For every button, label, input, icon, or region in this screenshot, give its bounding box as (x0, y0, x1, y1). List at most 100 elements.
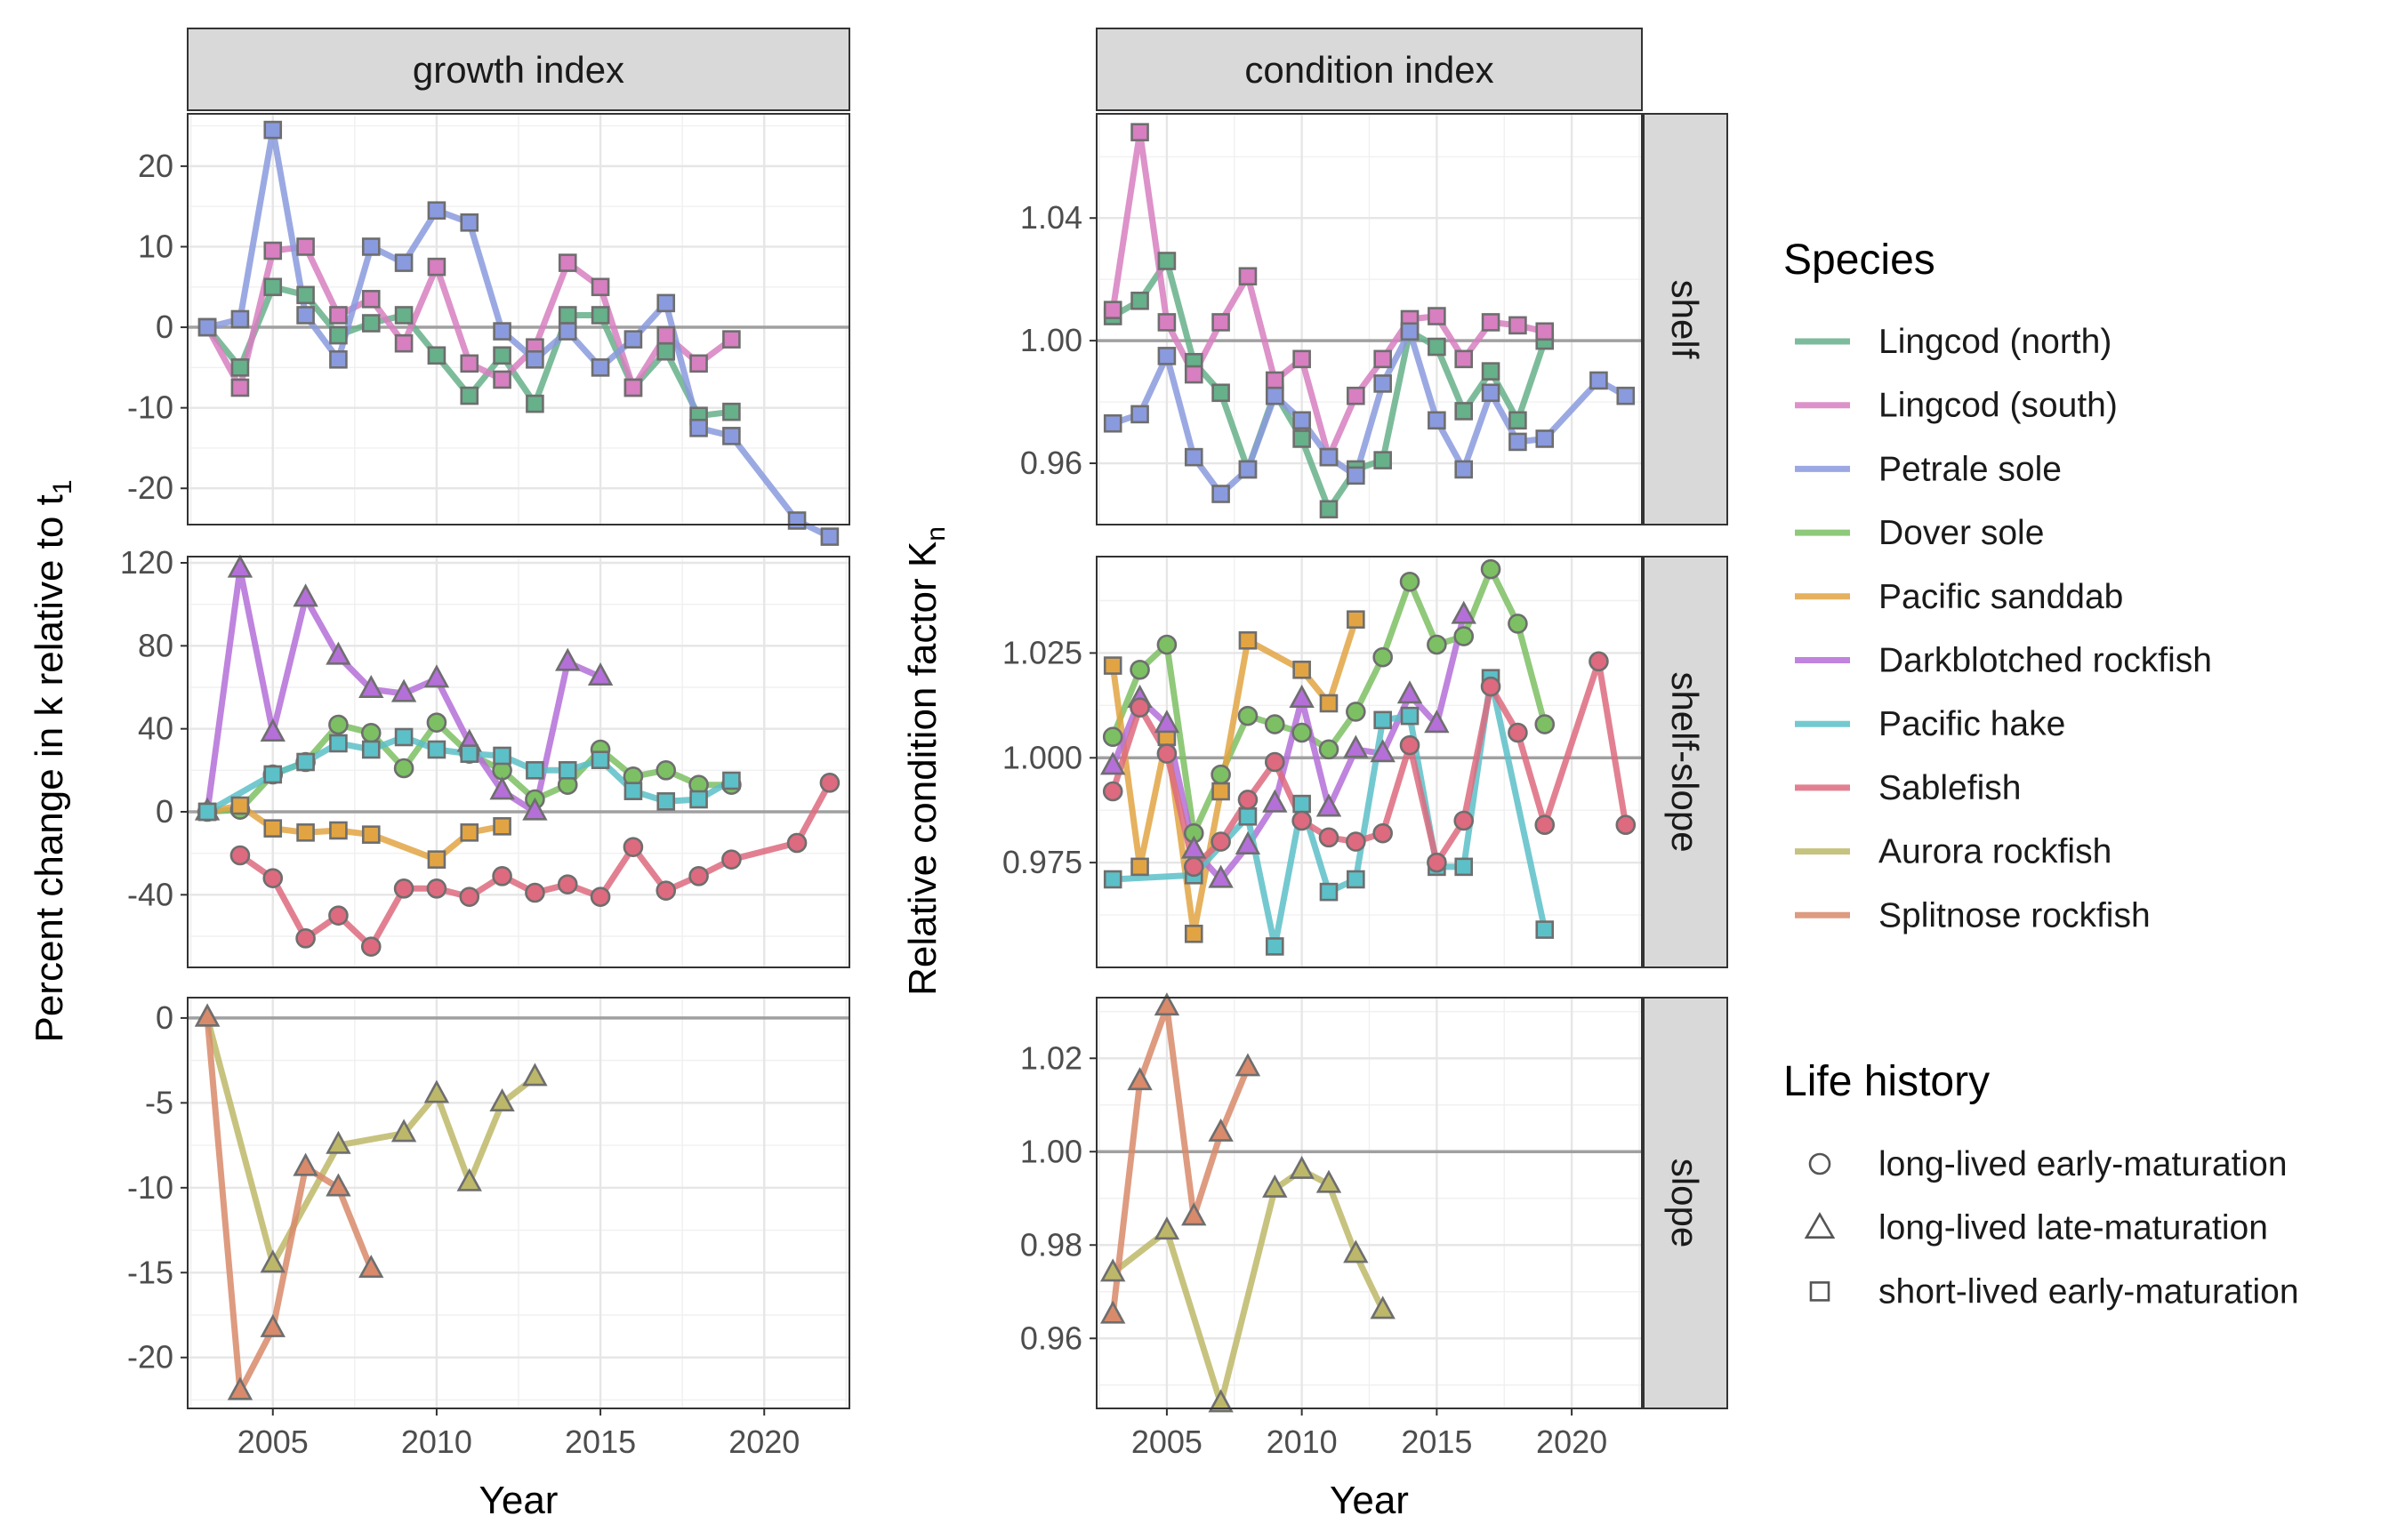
point-petrale-sole (427, 201, 446, 221)
point-pacific-sanddab (493, 817, 511, 836)
point-pacific-hake (1454, 857, 1474, 877)
point-pacific-hake (1347, 870, 1365, 889)
point-aurora-rockfish (456, 1167, 482, 1191)
y-axis-title-growth-sub: 1 (48, 479, 77, 494)
point-splitnose-rockfish (1127, 1067, 1153, 1091)
point-dover-sole (328, 714, 349, 735)
y-tick-label: 0 (156, 309, 173, 345)
point-pacific-hake (1265, 937, 1284, 956)
point-sablefish (1237, 790, 1259, 810)
y-tick-label: 0 (156, 793, 173, 830)
point-petrale-sole (361, 237, 381, 256)
point-pacific-hake (689, 790, 708, 809)
y-tick-label: 40 (138, 710, 173, 747)
point-pacific-sanddab (296, 823, 315, 842)
point-lingcod-north- (722, 402, 741, 421)
series-line-aurora-rockfish (1109, 1167, 1387, 1408)
point-petrale-sole (1211, 485, 1230, 503)
point-darkblotched-rockfish (1396, 680, 1423, 704)
point-lingcod-south- (296, 237, 315, 256)
y-axis-title-condition-sub: n (921, 526, 951, 541)
point-lingcod-south- (1535, 322, 1555, 341)
point-darkblotched-rockfish (555, 647, 581, 671)
point-petrale-sole (1400, 322, 1420, 341)
point-lingcod-south- (1211, 313, 1230, 332)
point-sablefish (1453, 810, 1475, 831)
point-petrale-sole (623, 330, 643, 349)
point-sablefish (1156, 743, 1178, 764)
point-sablefish (1372, 822, 1393, 844)
point-darkblotched-rockfish (423, 664, 450, 688)
point-lingcod-south- (1184, 365, 1203, 384)
point-pacific-hake (197, 802, 217, 822)
point-dover-sole (656, 760, 677, 781)
point-splitnose-rockfish (194, 1003, 221, 1027)
point-lingcod-south- (1130, 123, 1149, 141)
legend-shape-square (1809, 1281, 1830, 1302)
point-dover-sole (1211, 764, 1231, 785)
strip-condition-index: condition index (1244, 49, 1493, 91)
point-pacific-sanddab (1103, 656, 1122, 675)
point-aurora-rockfish (260, 1249, 286, 1273)
strip-shelf: shelf (1664, 280, 1706, 359)
y-tick-label: -20 (127, 469, 173, 506)
point-pacific-hake (1292, 794, 1311, 814)
point-pacific-sanddab (1319, 694, 1339, 713)
point-pacific-sanddab (1130, 857, 1149, 877)
point-sablefish (393, 878, 414, 899)
point-aurora-rockfish (1289, 1155, 1315, 1179)
point-dover-sole (1508, 614, 1528, 634)
point-pacific-hake (722, 771, 741, 790)
point-darkblotched-rockfish (1100, 751, 1126, 775)
point-sablefish (1615, 814, 1637, 836)
point-lingcod-south- (427, 257, 446, 277)
legend-item-label: Pacific sanddab (1878, 578, 2123, 616)
point-pacific-sanddab (1347, 610, 1365, 630)
point-lingcod-south- (329, 306, 348, 325)
panel-border (1096, 556, 1643, 968)
point-pacific-hake (1400, 706, 1420, 726)
point-pacific-hake (296, 752, 315, 772)
point-lingcod-south- (1454, 349, 1474, 369)
legend-item-label: Pacific hake (1878, 705, 2065, 743)
point-splitnose-rockfish (260, 1313, 286, 1337)
legend-item-label: Petrale sole (1878, 450, 2062, 488)
point-petrale-sole (1238, 460, 1258, 479)
point-sablefish (229, 845, 251, 866)
point-dover-sole (426, 712, 447, 733)
point-dover-sole (1264, 714, 1285, 734)
point-darkblotched-rockfish (260, 718, 286, 742)
strip-box-slope (1643, 997, 1728, 1409)
point-petrale-sole (1481, 383, 1500, 403)
y-axis-title-growth-main: Percent change in k relative to t (28, 494, 71, 1042)
legend-shape-triangle (1804, 1212, 1836, 1239)
point-pacific-hake (526, 761, 544, 780)
point-dover-sole (1156, 634, 1178, 655)
legend-life-history-title: Life history (1783, 1058, 1990, 1105)
point-darkblotched-rockfish (1424, 710, 1450, 734)
panel-growth-shelf: 20 10 0 -10 -20 (127, 113, 850, 546)
point-petrale-sole (1589, 371, 1608, 390)
point-lingcod-north- (1292, 429, 1311, 448)
point-lingcod-south- (1347, 386, 1365, 405)
y-tick-label: 1.00 (1020, 322, 1082, 358)
point-lingcod-north- (394, 306, 414, 325)
point-dover-sole (393, 758, 414, 779)
point-sablefish (1102, 781, 1123, 802)
point-lingcod-south- (460, 354, 479, 373)
legend-item-label: Splitnose rockfish (1878, 896, 2151, 934)
panel-border (187, 556, 850, 968)
point-pacific-hake (591, 750, 610, 769)
point-darkblotched-rockfish (1262, 789, 1288, 813)
point-lingcod-south- (623, 378, 643, 397)
point-aurora-rockfish (1154, 1216, 1180, 1240)
point-lingcod-north- (1454, 402, 1474, 421)
point-aurora-rockfish (326, 1130, 351, 1154)
point-petrale-sole (1130, 405, 1149, 424)
legend-item-label: Darkblotched rockfish (1878, 642, 2212, 680)
point-pacific-sanddab (230, 796, 250, 815)
point-aurora-rockfish (1370, 1295, 1396, 1319)
point-sablefish (426, 878, 447, 899)
point-petrale-sole (1103, 413, 1122, 433)
point-lingcod-north- (1211, 383, 1230, 403)
